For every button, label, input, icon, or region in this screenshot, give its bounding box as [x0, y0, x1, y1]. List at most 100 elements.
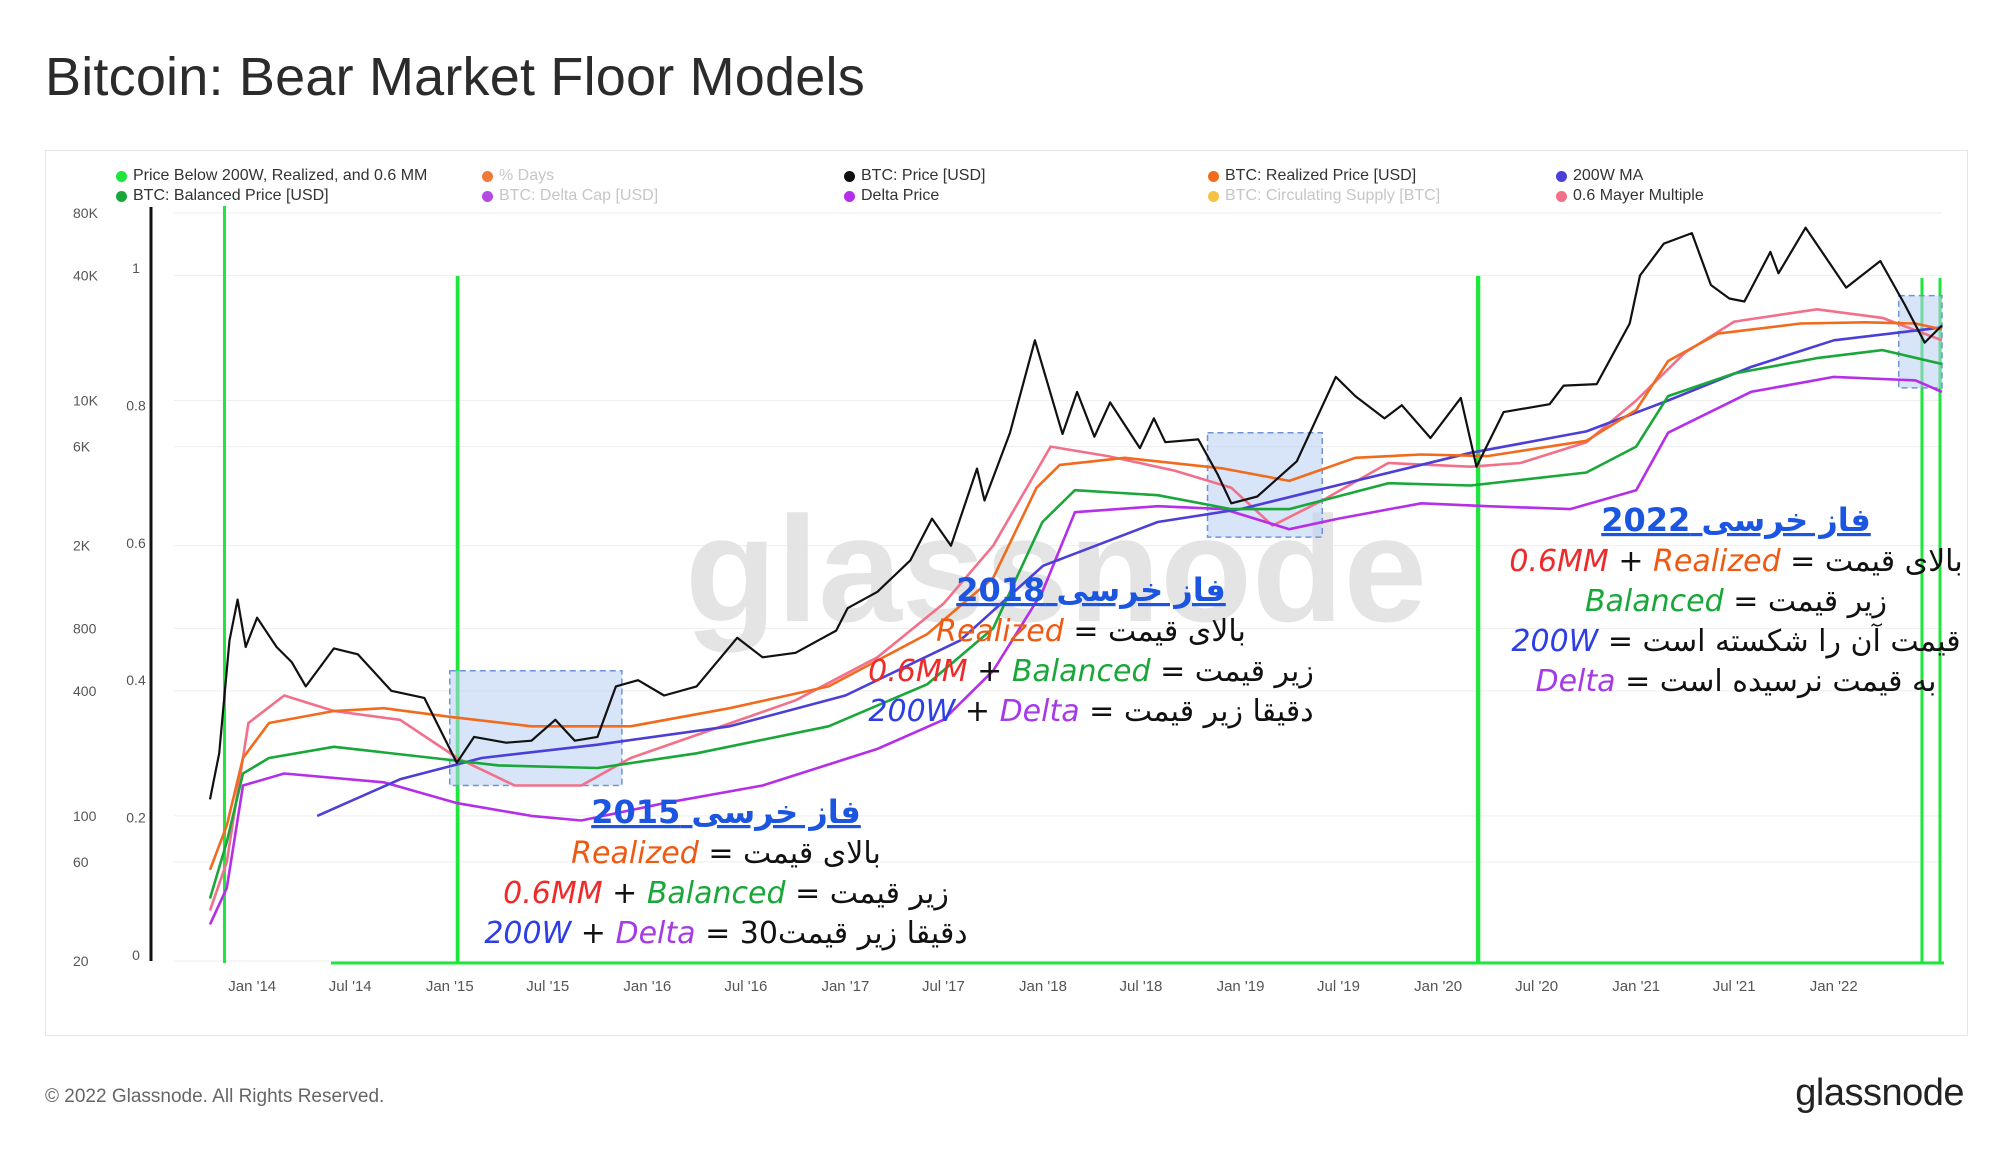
annotation-segment: Delta: [615, 916, 695, 951]
annotation-block: فاز خرسی 2018 بالای قیمت = Realized زیر قی…: [868, 571, 1314, 729]
annotation-line: قیمت آن را شکسته است = 200W: [1511, 623, 1960, 659]
y-right-tick-label: 0.8: [126, 397, 146, 413]
footer-logo[interactable]: glassnode: [1795, 1072, 1964, 1114]
indicator-band: [1475, 276, 1481, 963]
annotation-segment: Balanced: [647, 876, 787, 911]
annotation-segment: =: [1151, 654, 1195, 689]
legend-label: Price Below 200W, Realized, and 0.6 MM: [133, 167, 428, 184]
annotation-segment: 200W: [484, 916, 572, 951]
legend-item[interactable]: BTC: Realized Price [USD]: [1208, 167, 1416, 185]
y-left-tick-label: 10K: [73, 393, 99, 409]
series-line: [208, 375, 1943, 925]
footer-copyright: © 2022 Glassnode. All Rights Reserved.: [45, 1086, 385, 1107]
x-tick-label: Jul '16: [724, 978, 767, 995]
y-right-tick-label: 1: [132, 260, 140, 276]
x-tick-label: Jul '20: [1515, 978, 1558, 995]
annotation-block: فاز خرسی 2022 بالای قیمت = 0.6MM + Realiz…: [1509, 501, 1962, 699]
annotation-line: بالای قیمت = Realized: [571, 836, 881, 871]
legend-label: BTC: Delta Cap [USD]: [499, 187, 659, 204]
legend-label: % Days: [499, 167, 555, 184]
legend-item[interactable]: BTC: Circulating Supply [BTC]: [1208, 187, 1440, 205]
legend-label: 200W MA: [1573, 167, 1644, 184]
annotation-segment: =: [1064, 614, 1108, 649]
y-left-tick-label: 80K: [73, 205, 99, 221]
annotation-segment: قیمت آن را شکسته است: [1643, 623, 1961, 659]
legend-item[interactable]: Delta Price: [844, 187, 939, 205]
x-tick-label: Jul '17: [922, 978, 965, 995]
legend-label: BTC: Price [USD]: [861, 167, 986, 184]
annotation-title: فاز خرسی 2015: [591, 793, 861, 831]
annotation-line: زیر قیمت = 0.6MM + Balanced: [868, 654, 1314, 689]
x-tick-label: Jan '19: [1217, 978, 1265, 995]
x-tick-label: Jan '17: [821, 978, 869, 995]
annotation-line: به قیمت نرسیده است = Delta: [1536, 664, 1937, 699]
annotation-line: زیر قیمت = Balanced: [1585, 584, 1887, 619]
annotation-segment: زیر قیمت: [1768, 584, 1887, 619]
legend-item[interactable]: 200W MA: [1556, 167, 1643, 185]
annotation-segment: دقیقا زیر قیمت30: [740, 916, 968, 951]
legend-color-dot-icon: [1556, 190, 1567, 202]
annotation-line: دقیقا زیر قیمت30 = 200W + Delta: [484, 916, 967, 951]
series-line: [208, 321, 1943, 871]
series-line: [316, 326, 1943, 818]
legend-label: BTC: Realized Price [USD]: [1225, 167, 1417, 184]
annotation-segment: =: [1616, 664, 1660, 699]
annotation-segment: 0.6MM: [868, 654, 968, 689]
y-left-tick-label: 20: [73, 953, 89, 969]
y-left-tick-label: 100: [73, 808, 97, 824]
legend-color-dot-icon: [1208, 190, 1219, 202]
legend-item[interactable]: BTC: Delta Cap [USD]: [482, 187, 658, 205]
annotation-line: زیر قیمت = 0.6MM + Balanced: [503, 876, 949, 911]
annotation-segment: بالای قیمت: [1108, 614, 1246, 649]
chart-panel: Price Below 200W, Realized, and 0.6 MM % …: [45, 150, 1968, 1036]
x-tick-label: Jul '15: [526, 978, 569, 995]
x-tick-label: Jan '22: [1810, 978, 1858, 995]
annotation-segment: Realized: [571, 836, 700, 871]
x-tick-label: Jan '16: [623, 978, 671, 995]
y-right-tick-label: 0: [132, 947, 140, 963]
legend-item[interactable]: % Days: [482, 167, 554, 185]
legend-color-dot-icon: [482, 190, 493, 202]
series-line: [208, 308, 1943, 911]
y-right-tick-label: 0.6: [126, 535, 146, 551]
annotation-segment: Delta: [1000, 694, 1080, 729]
y-right-tick-label: 0.2: [126, 810, 146, 826]
x-tick-label: Jul '14: [329, 978, 372, 995]
y-left-tick-label: 40K: [73, 268, 99, 284]
legend-item[interactable]: BTC: Balanced Price [USD]: [116, 187, 329, 205]
indicator-band: [455, 276, 460, 963]
annotation-line: بالای قیمت = 0.6MM + Realized: [1509, 544, 1962, 579]
annotation-segment: =: [1724, 584, 1768, 619]
annotation-segment: 200W: [868, 694, 956, 729]
x-tick-label: Jan '18: [1019, 978, 1067, 995]
legend-color-dot-icon: [844, 190, 855, 202]
series-line: [208, 226, 1943, 800]
x-tick-label: Jul '21: [1713, 978, 1756, 995]
y-left-tick-label: 60: [73, 854, 89, 870]
y-left-tick-label: 800: [73, 620, 97, 636]
annotation-segment: 200W: [1511, 624, 1599, 659]
legend-item[interactable]: 0.6 Mayer Multiple: [1556, 187, 1704, 205]
annotation-segment: Delta: [1536, 664, 1616, 699]
annotation-segment: =: [786, 876, 830, 911]
legend-color-dot-icon: [116, 170, 127, 182]
indicator-band: [222, 206, 226, 963]
annotation-segment: =: [1080, 694, 1124, 729]
legend-color-dot-icon: [844, 170, 855, 182]
annotation-segment: 0.6MM: [503, 876, 603, 911]
annotation-segment: +: [603, 876, 647, 911]
annotation-segment: =: [1781, 544, 1825, 579]
annotation-segment: =: [699, 836, 743, 871]
legend-item[interactable]: BTC: Price [USD]: [844, 167, 985, 185]
legend-label: BTC: Balanced Price [USD]: [133, 187, 329, 204]
legend-item[interactable]: Price Below 200W, Realized, and 0.6 MM: [116, 167, 427, 185]
legend-label: BTC: Circulating Supply [BTC]: [1225, 187, 1441, 204]
series-line: [208, 348, 1943, 899]
annotation-segment: Realized: [1653, 544, 1782, 579]
annotation-segment: Balanced: [1012, 654, 1152, 689]
annotation-block: فاز خرسی 2015 بالای قیمت = Realized زیر قی…: [484, 793, 967, 951]
page-title: Bitcoin: Bear Market Floor Models: [45, 47, 865, 107]
annotation-segment: زیر قیمت: [830, 876, 949, 911]
legend-color-dot-icon: [116, 190, 127, 202]
annotation-segment: =: [696, 916, 740, 951]
